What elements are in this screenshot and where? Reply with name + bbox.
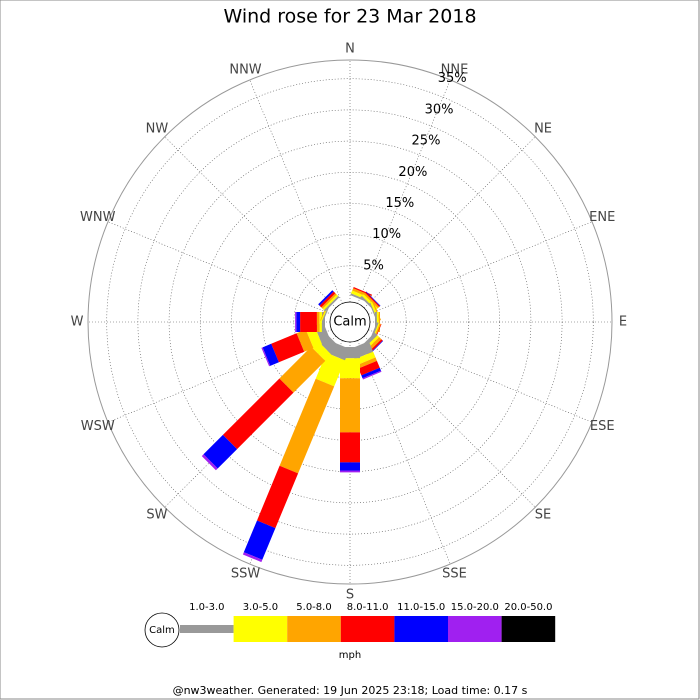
legend-swatch — [287, 616, 341, 642]
direction-label: ESE — [590, 419, 615, 434]
direction-label: NE — [534, 121, 552, 136]
legend-calm-label: Calm — [149, 625, 175, 636]
bar-segment — [321, 293, 337, 309]
bar-segment — [222, 378, 294, 450]
bar-segment — [318, 290, 334, 306]
unit-label: mph — [339, 650, 361, 661]
direction-label: WSW — [81, 419, 115, 434]
legend-swatch — [501, 616, 556, 642]
calm-label: Calm — [333, 315, 366, 330]
bar-segment — [262, 343, 279, 366]
legend-swatch — [340, 616, 395, 642]
legend-swatch — [180, 625, 234, 633]
bar-segment — [362, 370, 382, 380]
legend-label: 11.0-15.0 — [397, 602, 445, 613]
direction-label: WNW — [80, 210, 116, 225]
bar-segment — [357, 357, 377, 369]
bar-segment — [257, 465, 299, 529]
spoke — [368, 329, 593, 423]
bar-segment — [261, 347, 271, 367]
spoke — [107, 329, 332, 423]
footer: @nw3weather. Generated: 19 Jun 2025 23:1… — [173, 684, 528, 697]
bar-segment — [242, 552, 263, 563]
grid-ring — [262, 234, 438, 410]
direction-label: SSE — [442, 567, 467, 582]
direction-label: N — [345, 42, 355, 57]
bar-segment — [203, 434, 238, 469]
grid-ring — [168, 140, 532, 504]
legend-label: 5.0-8.0 — [296, 602, 331, 613]
grid-ring — [106, 78, 594, 566]
bar-segment — [365, 292, 380, 307]
bar-segment — [201, 454, 218, 471]
bar-segment — [319, 291, 336, 308]
spoke — [363, 335, 536, 508]
spoke — [249, 79, 343, 304]
direction-label: NNW — [229, 62, 261, 77]
legend-swatch — [448, 616, 502, 642]
bar-segment — [279, 378, 335, 474]
bar-segment — [340, 462, 360, 471]
bar-segment — [316, 312, 320, 332]
bar-segment — [319, 312, 322, 332]
r-tick-label: 5% — [363, 258, 384, 273]
bar-segment — [361, 367, 381, 379]
bar-segment — [296, 329, 314, 352]
direction-label: S — [346, 588, 354, 603]
spoke — [357, 340, 451, 565]
bar-segment — [279, 346, 326, 393]
r-tick-label: 20% — [398, 165, 427, 180]
bar-segment — [340, 378, 360, 433]
r-tick-label: 35% — [438, 71, 467, 86]
direction-label: SE — [535, 508, 551, 523]
r-tick-label: 15% — [385, 196, 414, 211]
r-tick-label: 25% — [412, 134, 441, 149]
spoke — [107, 221, 332, 315]
direction-label: NNE — [441, 62, 469, 77]
spoke — [363, 136, 536, 309]
bar-segment — [271, 333, 305, 363]
bar-segment — [300, 312, 317, 332]
bar-segment — [340, 358, 360, 379]
outer-ring — [87, 59, 613, 585]
bar-segment — [363, 292, 380, 309]
legend-label: 1.0-3.0 — [189, 602, 224, 613]
legend-label: 8.0-11.0 — [347, 602, 389, 613]
spoke — [368, 221, 593, 315]
legend-calm — [144, 612, 180, 648]
legend-swatch — [394, 616, 448, 642]
bar-segment — [323, 295, 340, 312]
direction-label: NW — [146, 121, 169, 136]
calm-circle — [329, 301, 371, 343]
bar-segment — [340, 432, 360, 463]
r-tick-label: 30% — [425, 102, 454, 117]
bar-segment — [243, 520, 276, 560]
chart-title: Wind rose for 23 Mar 2018 — [223, 6, 476, 28]
direction-label: SW — [146, 508, 167, 523]
direction-label: SSW — [231, 567, 261, 582]
bar-segment — [340, 470, 360, 473]
bar-segment — [358, 360, 380, 376]
legend-label: 20.0-50.0 — [504, 602, 552, 613]
legend-label: 3.0-5.0 — [243, 602, 278, 613]
direction-label: E — [619, 315, 627, 330]
bar-segment — [296, 312, 301, 332]
direction-label: ENE — [589, 210, 615, 225]
legend-label: 15.0-20.0 — [451, 602, 499, 613]
bar-segment — [322, 294, 339, 311]
bar-segment — [295, 312, 297, 332]
spoke — [357, 79, 451, 304]
r-tick-label: 10% — [372, 227, 401, 242]
bar-segment — [365, 291, 381, 307]
legend-swatch — [233, 616, 288, 642]
direction-label: W — [71, 315, 84, 330]
spoke — [164, 136, 337, 309]
